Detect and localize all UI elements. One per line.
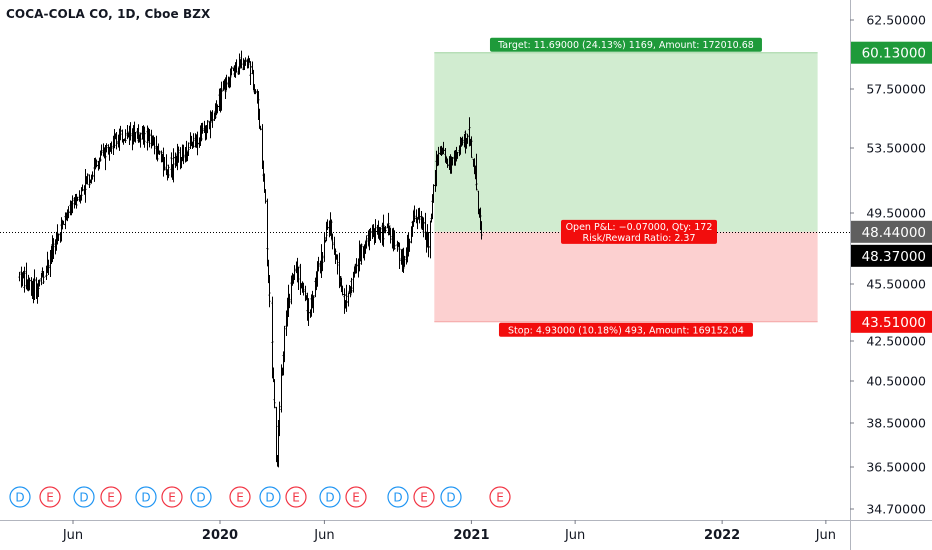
time-tick-label: Jun	[62, 528, 83, 543]
event-marker-label: E	[168, 491, 176, 505]
earnings-marker[interactable]	[100, 486, 122, 508]
event-marker-label: E	[496, 491, 504, 505]
price-tick-label: 40.50000	[866, 374, 926, 389]
price-tick-label: 45.50000	[866, 277, 926, 292]
time-tick-label: 2020	[202, 528, 238, 543]
price-tick-label: 49.50000	[866, 206, 926, 221]
price-tick-label: 62.50000	[866, 13, 926, 28]
price-tag-stop	[851, 310, 932, 333]
time-tick-label: 2021	[453, 528, 489, 543]
time-tick-label: Jun	[564, 528, 585, 543]
price-tag-last	[851, 244, 932, 267]
price-tick-label: 57.50000	[866, 82, 926, 97]
dividend-marker[interactable]	[319, 486, 341, 508]
pnl-label-text: Risk/Reward Ratio: 2.37	[582, 233, 695, 244]
price-tick-label: 42.50000	[866, 334, 926, 349]
earnings-marker[interactable]	[345, 486, 367, 508]
pnl-label[interactable]	[561, 219, 717, 244]
earnings-marker[interactable]	[489, 486, 511, 508]
time-tick-label: Jun	[815, 528, 836, 543]
earnings-marker[interactable]	[285, 486, 307, 508]
dividend-marker[interactable]	[73, 486, 95, 508]
profit-zone[interactable]	[434, 52, 818, 232]
event-marker-label: E	[46, 491, 54, 505]
dividend-marker[interactable]	[387, 486, 409, 508]
event-marker-label: E	[292, 491, 300, 505]
dividend-marker[interactable]	[440, 486, 462, 508]
stop-label-text: Stop: 4.93000 (10.18%) 493, Amount: 1691…	[508, 325, 744, 336]
target-label[interactable]	[489, 37, 762, 52]
earnings-marker[interactable]	[229, 486, 251, 508]
event-marker-label: E	[107, 491, 115, 505]
price-tag-label: 60.13000	[862, 46, 926, 62]
price-tick-label: 38.50000	[866, 416, 926, 431]
dividend-marker[interactable]	[9, 486, 31, 508]
stop-label[interactable]	[498, 322, 753, 337]
price-tag-crosshair	[851, 220, 932, 243]
price-tick-label: 36.50000	[866, 460, 926, 475]
loss-zone[interactable]	[434, 231, 818, 322]
event-marker-label: D	[79, 491, 88, 505]
price-tick-label: 53.50000	[866, 141, 926, 156]
time-tick-label: Jun	[313, 528, 334, 543]
event-marker-label: D	[15, 491, 24, 505]
dividend-marker[interactable]	[135, 486, 157, 508]
pnl-label-text: Open P&L: −0.07000, Qty: 172	[566, 222, 713, 233]
time-tick-label: 2022	[704, 528, 740, 543]
dividend-marker[interactable]	[259, 486, 281, 508]
price-tag-label: 48.37000	[862, 249, 926, 265]
price-tag-label: 43.51000	[862, 315, 926, 331]
earnings-marker[interactable]	[161, 486, 183, 508]
event-marker-label: D	[265, 491, 274, 505]
target-label-text: Target: 11.69000 (24.13%) 1169, Amount: …	[497, 40, 754, 51]
event-marker-label: D	[393, 491, 402, 505]
event-marker-label: D	[325, 491, 334, 505]
event-marker-label: E	[420, 491, 428, 505]
earnings-marker[interactable]	[413, 486, 435, 508]
price-tag-target	[851, 41, 932, 64]
event-marker-label: D	[446, 491, 455, 505]
chart-title: COCA-COLA CO, 1D, Cboe BZX	[6, 7, 211, 21]
price-tick-label: 34.70000	[866, 502, 926, 517]
event-marker-label: E	[352, 491, 360, 505]
event-marker-label: E	[236, 491, 244, 505]
dividend-marker[interactable]	[190, 486, 212, 508]
event-marker-label: D	[141, 491, 150, 505]
earnings-marker[interactable]	[39, 486, 61, 508]
event-marker-label: D	[196, 491, 205, 505]
price-tag-label: 48.44000	[862, 225, 926, 241]
